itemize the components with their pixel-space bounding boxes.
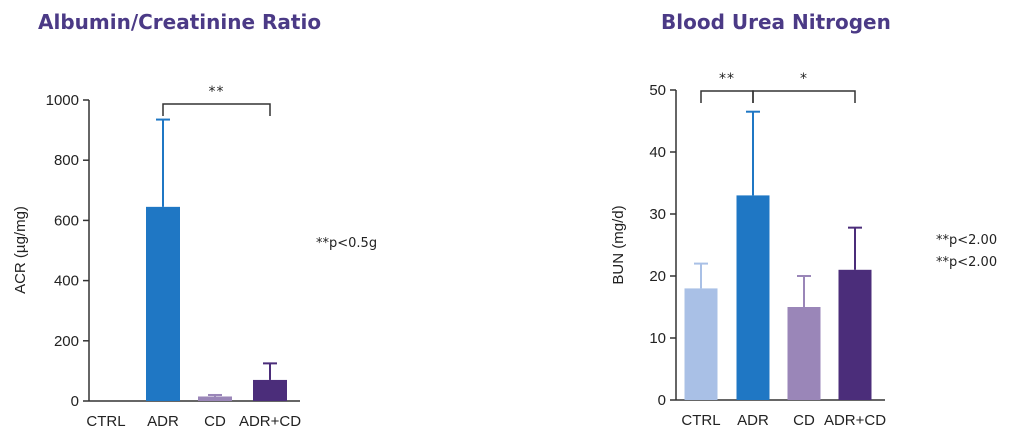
significance-bracket xyxy=(162,103,271,116)
significance-note-bun-2: **p<2.00 xyxy=(936,255,998,270)
bar-acr-cd xyxy=(198,396,232,401)
y-tick-label: 50 xyxy=(649,82,666,99)
bar-bun-cd xyxy=(787,307,821,400)
chart-title-acr: Albumin/Creatinine Ratio xyxy=(38,10,322,34)
significance-label: ** xyxy=(719,71,735,87)
category-label: CTRL xyxy=(681,412,720,429)
y-tick-label: 40 xyxy=(649,144,666,161)
category-label: ADR xyxy=(147,413,179,430)
category-label: CD xyxy=(793,412,815,429)
y-axis-title-bun: BUN (mg/d) xyxy=(610,205,627,284)
bar-bun-ctrl xyxy=(684,288,718,400)
y-tick-label: 200 xyxy=(54,333,79,350)
bar-acr-adr-cd xyxy=(253,379,287,401)
chart-title-bun: Blood Urea Nitrogen xyxy=(661,10,891,34)
y-tick-label: 0 xyxy=(71,393,79,410)
bar-acr-adr xyxy=(146,206,180,401)
bar-bun-adr xyxy=(736,195,770,400)
significance-label: * xyxy=(800,71,808,87)
category-label: ADR+CD xyxy=(239,413,301,430)
significance-bracket xyxy=(700,90,754,103)
category-label: CD xyxy=(204,413,226,430)
significance-note-acr: **p<0.5g xyxy=(316,236,378,251)
significance-note-bun-1: **p<2.00 xyxy=(936,233,998,248)
y-tick-label: 0 xyxy=(658,392,666,409)
y-tick-label: 800 xyxy=(54,152,79,169)
y-tick-label: 30 xyxy=(649,206,666,223)
y-tick-label: 1000 xyxy=(46,92,79,109)
category-label: CTRL xyxy=(86,413,125,430)
y-axis-title-acr: ACR (µg/mg) xyxy=(12,206,29,294)
category-label: ADR+CD xyxy=(824,412,886,429)
significance-bracket xyxy=(752,90,856,103)
significance-label: ** xyxy=(209,84,225,100)
category-label: ADR xyxy=(737,412,769,429)
y-tick-label: 600 xyxy=(54,212,79,229)
y-tick-label: 10 xyxy=(649,330,666,347)
y-tick-label: 20 xyxy=(649,268,666,285)
bar-bun-adr-cd xyxy=(838,269,872,400)
y-tick-label: 400 xyxy=(54,273,79,290)
